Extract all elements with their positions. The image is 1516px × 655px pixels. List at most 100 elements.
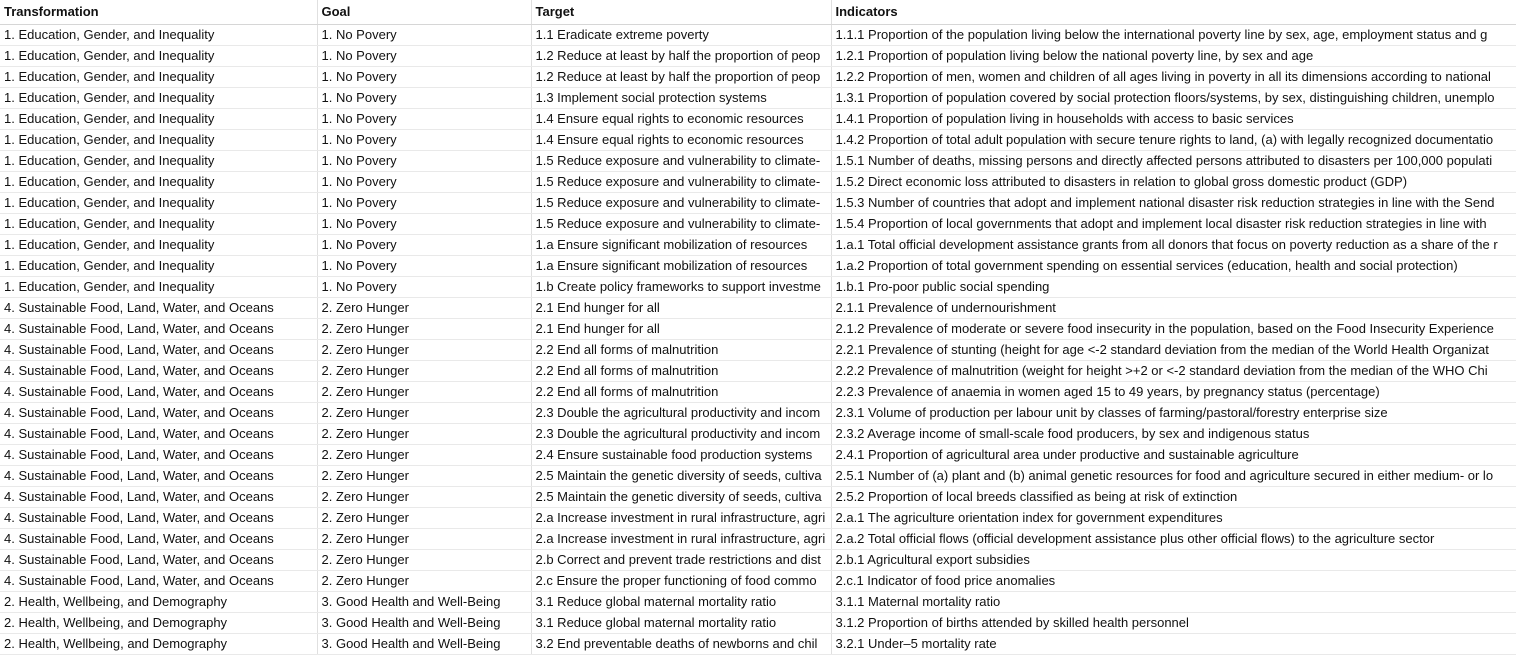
transformation-cell[interactable]: 4. Sustainable Food, Land, Water, and Oc… — [0, 465, 318, 487]
indicator-cell[interactable]: 1.5.2 Direct economic loss attributed to… — [831, 171, 1516, 193]
target-cell[interactable]: 3.1 Reduce global maternal mortality rat… — [531, 591, 832, 613]
transformation-cell[interactable]: 4. Sustainable Food, Land, Water, and Oc… — [0, 549, 318, 571]
transformation-cell[interactable]: 2. Health, Wellbeing, and Demography — [0, 633, 318, 655]
indicator-cell[interactable]: 2.1.2 Prevalence of moderate or severe f… — [831, 318, 1516, 340]
goal-cell[interactable]: 2. Zero Hunger — [317, 570, 532, 592]
target-cell[interactable]: 1.a Ensure significant mobilization of r… — [531, 234, 832, 256]
target-cell[interactable]: 2.2 End all forms of malnutrition — [531, 360, 832, 382]
transformation-cell[interactable]: 1. Education, Gender, and Inequality — [0, 108, 318, 130]
goal-cell[interactable]: 2. Zero Hunger — [317, 444, 532, 466]
goal-cell[interactable]: 3. Good Health and Well-Being — [317, 612, 532, 634]
indicator-cell[interactable]: 2.2.2 Prevalence of malnutrition (weight… — [831, 360, 1516, 382]
indicator-cell[interactable]: 1.5.4 Proportion of local governments th… — [831, 213, 1516, 235]
transformation-cell[interactable]: 4. Sustainable Food, Land, Water, and Oc… — [0, 297, 318, 319]
transformation-cell[interactable]: 4. Sustainable Food, Land, Water, and Oc… — [0, 423, 318, 445]
indicator-cell[interactable]: 2.3.2 Average income of small-scale food… — [831, 423, 1516, 445]
target-cell[interactable]: 3.2 End preventable deaths of newborns a… — [531, 633, 832, 655]
target-cell[interactable]: 2.b Correct and prevent trade restrictio… — [531, 549, 832, 571]
transformation-cell[interactable]: 1. Education, Gender, and Inequality — [0, 129, 318, 151]
indicator-cell[interactable]: 2.4.1 Proportion of agricultural area un… — [831, 444, 1516, 466]
target-cell[interactable]: 1.4 Ensure equal rights to economic reso… — [531, 108, 832, 130]
transformation-cell[interactable]: 1. Education, Gender, and Inequality — [0, 234, 318, 256]
goal-cell[interactable]: 1. No Povery — [317, 24, 532, 46]
column-header-target[interactable]: Target — [531, 0, 832, 25]
indicator-cell[interactable]: 1.5.1 Number of deaths, missing persons … — [831, 150, 1516, 172]
target-cell[interactable]: 1.b Create policy frameworks to support … — [531, 276, 832, 298]
goal-cell[interactable]: 1. No Povery — [317, 87, 532, 109]
transformation-cell[interactable]: 4. Sustainable Food, Land, Water, and Oc… — [0, 381, 318, 403]
goal-cell[interactable]: 2. Zero Hunger — [317, 423, 532, 445]
column-header-goal[interactable]: Goal — [317, 0, 532, 25]
indicator-cell[interactable]: 2.5.1 Number of (a) plant and (b) animal… — [831, 465, 1516, 487]
goal-cell[interactable]: 2. Zero Hunger — [317, 318, 532, 340]
goal-cell[interactable]: 1. No Povery — [317, 171, 532, 193]
indicator-cell[interactable]: 2.2.1 Prevalence of stunting (height for… — [831, 339, 1516, 361]
target-cell[interactable]: 2.4 Ensure sustainable food production s… — [531, 444, 832, 466]
goal-cell[interactable]: 2. Zero Hunger — [317, 381, 532, 403]
transformation-cell[interactable]: 1. Education, Gender, and Inequality — [0, 87, 318, 109]
indicator-cell[interactable]: 1.2.2 Proportion of men, women and child… — [831, 66, 1516, 88]
target-cell[interactable]: 2.2 End all forms of malnutrition — [531, 339, 832, 361]
indicator-cell[interactable]: 1.3.1 Proportion of population covered b… — [831, 87, 1516, 109]
goal-cell[interactable]: 3. Good Health and Well-Being — [317, 591, 532, 613]
goal-cell[interactable]: 2. Zero Hunger — [317, 528, 532, 550]
transformation-cell[interactable]: 4. Sustainable Food, Land, Water, and Oc… — [0, 339, 318, 361]
transformation-cell[interactable]: 1. Education, Gender, and Inequality — [0, 150, 318, 172]
indicator-cell[interactable]: 2.3.1 Volume of production per labour un… — [831, 402, 1516, 424]
transformation-cell[interactable]: 1. Education, Gender, and Inequality — [0, 192, 318, 214]
goal-cell[interactable]: 2. Zero Hunger — [317, 465, 532, 487]
indicator-cell[interactable]: 2.5.2 Proportion of local breeds classif… — [831, 486, 1516, 508]
target-cell[interactable]: 1.5 Reduce exposure and vulnerability to… — [531, 192, 832, 214]
target-cell[interactable]: 1.2 Reduce at least by half the proporti… — [531, 45, 832, 67]
target-cell[interactable]: 2.5 Maintain the genetic diversity of se… — [531, 465, 832, 487]
target-cell[interactable]: 2.2 End all forms of malnutrition — [531, 381, 832, 403]
indicator-cell[interactable]: 1.a.1 Total official development assista… — [831, 234, 1516, 256]
target-cell[interactable]: 1.2 Reduce at least by half the proporti… — [531, 66, 832, 88]
transformation-cell[interactable]: 4. Sustainable Food, Land, Water, and Oc… — [0, 486, 318, 508]
target-cell[interactable]: 2.a Increase investment in rural infrast… — [531, 507, 832, 529]
indicator-cell[interactable]: 1.2.1 Proportion of population living be… — [831, 45, 1516, 67]
goal-cell[interactable]: 2. Zero Hunger — [317, 549, 532, 571]
goal-cell[interactable]: 1. No Povery — [317, 234, 532, 256]
indicator-cell[interactable]: 2.a.1 The agriculture orientation index … — [831, 507, 1516, 529]
transformation-cell[interactable]: 4. Sustainable Food, Land, Water, and Oc… — [0, 507, 318, 529]
target-cell[interactable]: 1.a Ensure significant mobilization of r… — [531, 255, 832, 277]
target-cell[interactable]: 2.3 Double the agricultural productivity… — [531, 402, 832, 424]
transformation-cell[interactable]: 4. Sustainable Food, Land, Water, and Oc… — [0, 528, 318, 550]
transformation-cell[interactable]: 4. Sustainable Food, Land, Water, and Oc… — [0, 318, 318, 340]
target-cell[interactable]: 1.5 Reduce exposure and vulnerability to… — [531, 171, 832, 193]
indicator-cell[interactable]: 1.4.2 Proportion of total adult populati… — [831, 129, 1516, 151]
indicator-cell[interactable]: 1.a.2 Proportion of total government spe… — [831, 255, 1516, 277]
transformation-cell[interactable]: 1. Education, Gender, and Inequality — [0, 66, 318, 88]
goal-cell[interactable]: 1. No Povery — [317, 276, 532, 298]
target-cell[interactable]: 3.1 Reduce global maternal mortality rat… — [531, 612, 832, 634]
transformation-cell[interactable]: 1. Education, Gender, and Inequality — [0, 45, 318, 67]
target-cell[interactable]: 2.1 End hunger for all — [531, 318, 832, 340]
indicator-cell[interactable]: 2.1.1 Prevalence of undernourishment — [831, 297, 1516, 319]
target-cell[interactable]: 2.c Ensure the proper functioning of foo… — [531, 570, 832, 592]
goal-cell[interactable]: 1. No Povery — [317, 45, 532, 67]
target-cell[interactable]: 2.1 End hunger for all — [531, 297, 832, 319]
column-header-transformation[interactable]: Transformation — [0, 0, 318, 25]
target-cell[interactable]: 1.4 Ensure equal rights to economic reso… — [531, 129, 832, 151]
goal-cell[interactable]: 2. Zero Hunger — [317, 486, 532, 508]
goal-cell[interactable]: 2. Zero Hunger — [317, 297, 532, 319]
goal-cell[interactable]: 1. No Povery — [317, 150, 532, 172]
target-cell[interactable]: 2.3 Double the agricultural productivity… — [531, 423, 832, 445]
transformation-cell[interactable]: 1. Education, Gender, and Inequality — [0, 276, 318, 298]
target-cell[interactable]: 1.5 Reduce exposure and vulnerability to… — [531, 150, 832, 172]
indicator-cell[interactable]: 1.4.1 Proportion of population living in… — [831, 108, 1516, 130]
goal-cell[interactable]: 2. Zero Hunger — [317, 402, 532, 424]
indicator-cell[interactable]: 2.c.1 Indicator of food price anomalies — [831, 570, 1516, 592]
indicator-cell[interactable]: 3.1.2 Proportion of births attended by s… — [831, 612, 1516, 634]
indicator-cell[interactable]: 1.5.3 Number of countries that adopt and… — [831, 192, 1516, 214]
indicator-cell[interactable]: 1.b.1 Pro-poor public social spending — [831, 276, 1516, 298]
transformation-cell[interactable]: 4. Sustainable Food, Land, Water, and Oc… — [0, 444, 318, 466]
target-cell[interactable]: 1.1 Eradicate extreme poverty — [531, 24, 832, 46]
goal-cell[interactable]: 2. Zero Hunger — [317, 339, 532, 361]
indicator-cell[interactable]: 3.1.1 Maternal mortality ratio — [831, 591, 1516, 613]
goal-cell[interactable]: 1. No Povery — [317, 129, 532, 151]
goal-cell[interactable]: 1. No Povery — [317, 66, 532, 88]
transformation-cell[interactable]: 1. Education, Gender, and Inequality — [0, 213, 318, 235]
column-header-indicators[interactable]: Indicators — [831, 0, 1516, 25]
